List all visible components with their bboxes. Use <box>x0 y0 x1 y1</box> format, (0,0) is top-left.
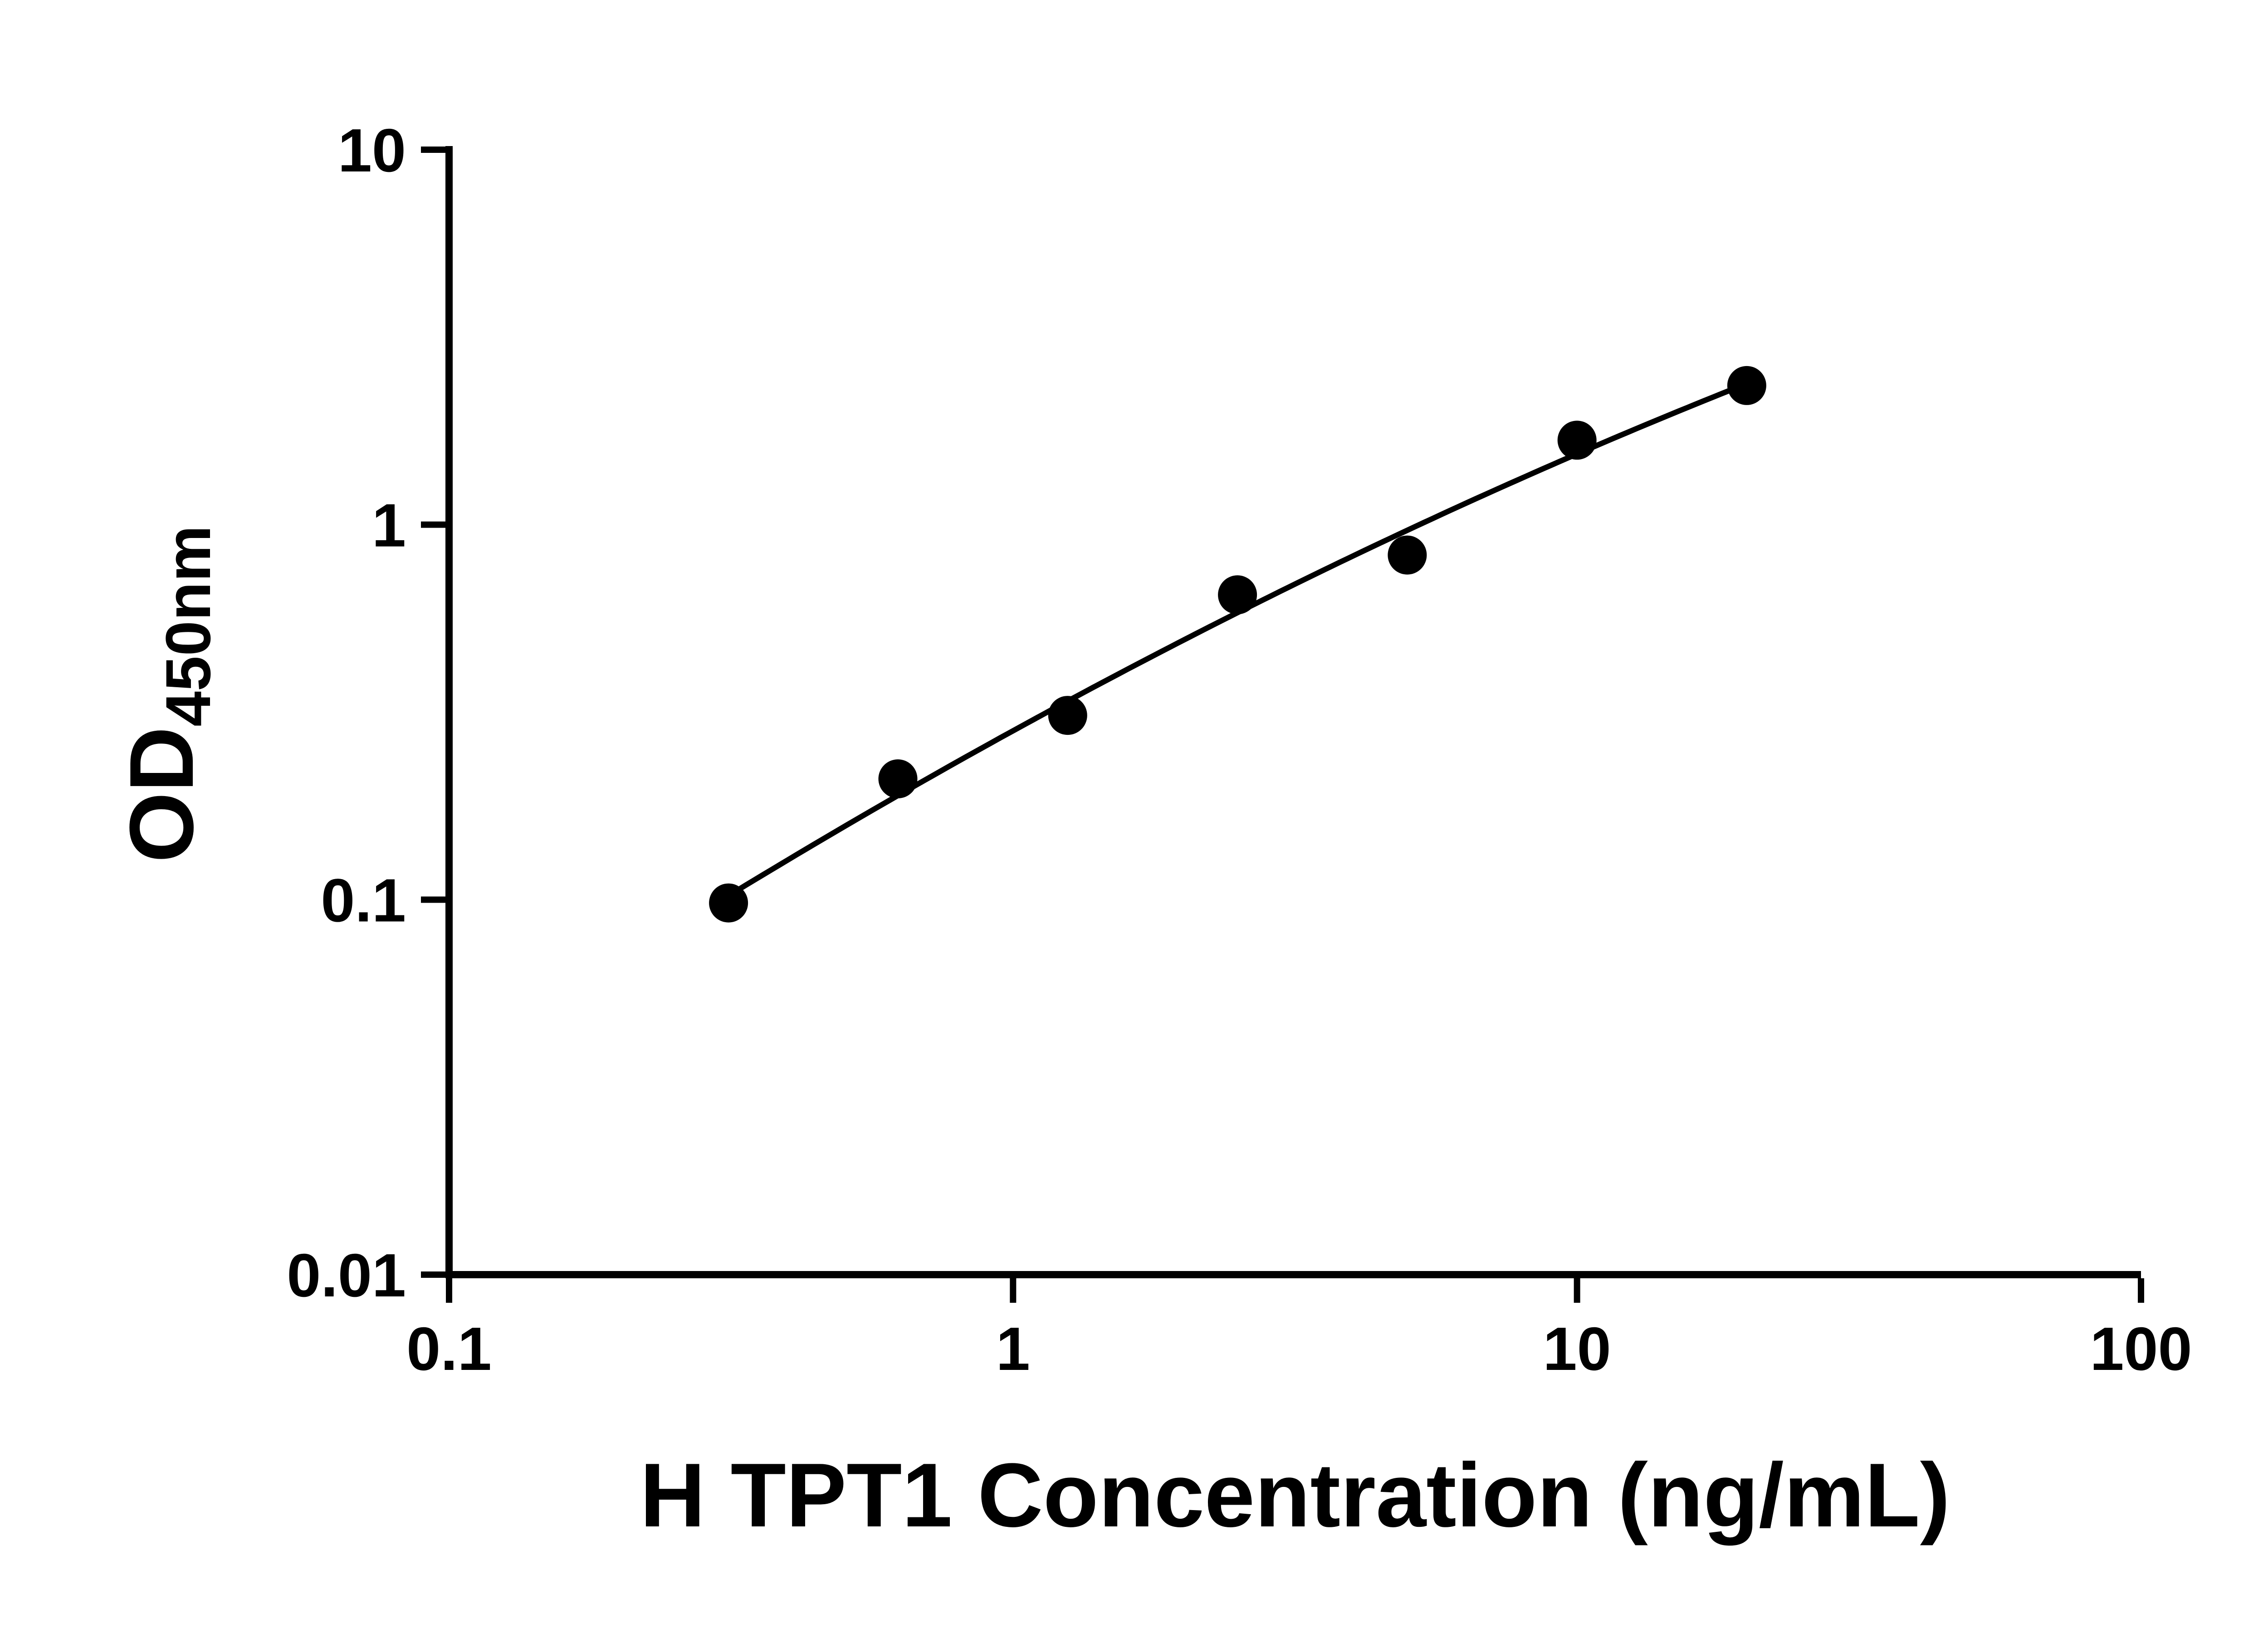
data-point <box>1048 696 1087 735</box>
x-tick-label: 10 <box>1543 1315 1611 1383</box>
fit-curve <box>727 381 1748 898</box>
x-axis-title: H TPT1 Concentration (ng/mL) <box>640 1445 1950 1546</box>
x-tick-label: 100 <box>2090 1315 2192 1383</box>
y-axis-title-main: OD <box>111 727 212 863</box>
data-point <box>1388 535 1427 575</box>
data-point <box>1218 575 1257 615</box>
y-tick-label: 0.01 <box>287 1241 406 1310</box>
axis-lines <box>445 146 2141 1278</box>
data-point <box>1727 366 1766 405</box>
data-point <box>1557 420 1597 460</box>
y-axis-title: OD450nm <box>111 525 224 863</box>
y-tick-label: 10 <box>338 116 406 185</box>
data-point <box>709 883 748 923</box>
y-axis-title-sub: 450nm <box>152 525 224 727</box>
y-tick-label: 1 <box>372 491 406 560</box>
data-point <box>878 759 918 798</box>
x-tick-label: 1 <box>996 1315 1030 1383</box>
y-tick-label: 0.1 <box>321 866 406 934</box>
x-tick-label: 0.1 <box>406 1315 492 1383</box>
